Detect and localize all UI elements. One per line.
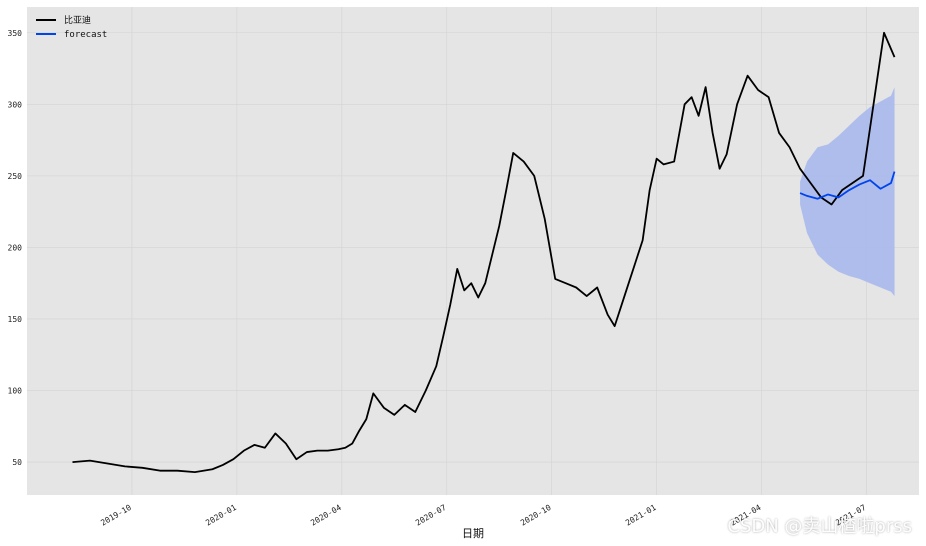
legend: 比亚迪 forecast <box>36 14 107 40</box>
grid <box>27 7 919 495</box>
x-tick-label: 2021-01 <box>624 503 658 528</box>
x-tick-label: 2020-04 <box>309 503 343 528</box>
watermark: CSDN @卖山楂啦prss <box>727 516 912 537</box>
series-line-byd <box>72 31 896 474</box>
y-tick-label: 200 <box>8 243 23 252</box>
x-axis-label: 日期 <box>462 527 484 540</box>
x-tick-label: 2020-10 <box>519 503 553 528</box>
series-line-forecast <box>799 171 896 200</box>
plot-area <box>27 7 919 495</box>
y-tick-label: 50 <box>12 458 22 467</box>
legend-label-byd: 比亚迪 <box>64 14 91 26</box>
y-tick-label: 250 <box>8 172 23 181</box>
series-layer <box>72 31 896 474</box>
y-tick-label: 150 <box>8 315 23 324</box>
y-tick-label: 300 <box>8 100 23 109</box>
x-tick-label: 2020-01 <box>204 503 238 528</box>
y-axis: 50 100 150 200 250 300 350 <box>8 29 23 467</box>
y-tick-label: 100 <box>8 387 23 396</box>
y-tick-label: 350 <box>8 29 23 38</box>
legend-label-forecast: forecast <box>64 30 107 40</box>
x-tick-label: 2019-10 <box>99 503 133 528</box>
x-tick-label: 2020-07 <box>414 503 448 528</box>
